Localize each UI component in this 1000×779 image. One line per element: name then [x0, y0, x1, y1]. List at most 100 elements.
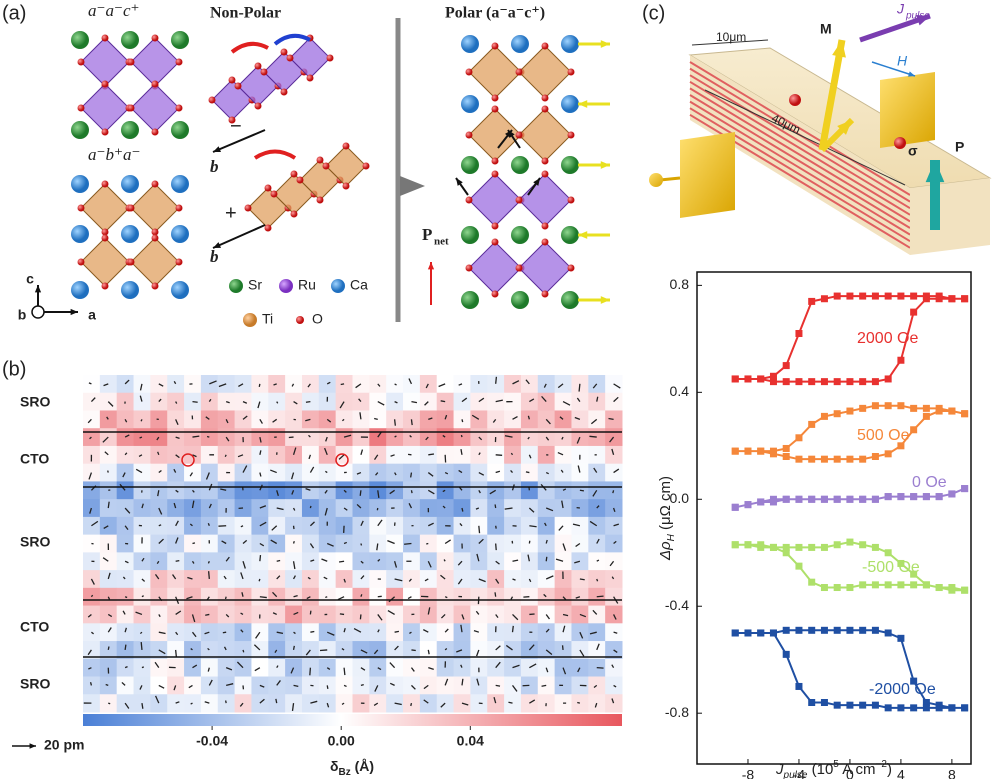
heatmap-cell — [588, 623, 606, 642]
displacement-arrow — [495, 684, 501, 687]
heatmap-cell — [200, 428, 219, 447]
displacement-arrow — [337, 596, 345, 601]
displacement-arrow — [89, 507, 93, 514]
displacement-arrow — [343, 507, 348, 511]
data-point — [846, 701, 854, 709]
displacement-arrow — [124, 627, 128, 633]
atom — [260, 68, 268, 76]
displacement-arrow — [324, 470, 328, 474]
data-point — [757, 447, 765, 455]
atom — [290, 170, 298, 178]
displacement-arrow — [545, 436, 550, 441]
displacement-arrow — [105, 683, 109, 687]
heatmap-cell — [184, 410, 202, 429]
displacement-arrow — [575, 542, 581, 548]
heatmap-cell — [470, 375, 488, 394]
atom — [491, 157, 499, 165]
heatmap-cell — [99, 676, 118, 695]
data-point — [897, 442, 905, 450]
data-point — [884, 493, 892, 501]
heatmap-cell — [470, 676, 488, 695]
data-point — [948, 295, 956, 303]
heatmap-cell — [83, 605, 101, 624]
x-tick-label: -8 — [742, 767, 755, 779]
data-point — [731, 503, 739, 511]
heatmap-cell — [537, 676, 556, 695]
displacement-arrow — [225, 667, 233, 671]
displacement-arrow — [308, 434, 311, 438]
displacement-arrow — [258, 383, 261, 387]
displacement-arrow — [107, 627, 112, 633]
octahedron — [130, 183, 180, 233]
displacement-arrow — [592, 383, 598, 389]
data-point — [795, 562, 803, 570]
heatmap-cell — [99, 445, 118, 465]
displacement-arrow — [596, 578, 599, 582]
data-point — [744, 447, 752, 455]
atom — [362, 162, 370, 170]
data-point — [884, 450, 892, 458]
heatmap-cell — [453, 658, 471, 678]
displacement-arrow — [461, 614, 465, 620]
displacement-arrow — [478, 489, 481, 494]
data-point — [744, 541, 752, 549]
displacement-arrow — [428, 417, 433, 420]
octahedron — [468, 45, 522, 99]
displacement-arrow — [259, 542, 265, 547]
displacement-arrow — [341, 418, 345, 422]
heatmap-cell — [217, 641, 236, 660]
heatmap-cell — [133, 516, 151, 536]
displacement-arrow — [338, 454, 345, 460]
data-point — [897, 356, 905, 364]
displacement-arrow — [240, 629, 244, 633]
data-point — [948, 407, 956, 415]
arrow-head — [908, 71, 915, 77]
displacement-arrow — [240, 525, 244, 528]
displacement-arrow — [394, 645, 399, 651]
arrow-head — [456, 178, 463, 186]
atom — [567, 68, 575, 76]
atom — [101, 282, 109, 290]
heatmap-cell — [133, 392, 151, 411]
displacement-arrow — [562, 543, 567, 551]
atom — [208, 96, 216, 104]
heatmap-cell — [99, 428, 118, 447]
heatmap-cell — [520, 534, 539, 553]
atom — [461, 291, 479, 309]
displacement-arrow — [139, 685, 143, 690]
data-point — [795, 682, 803, 690]
data-point — [731, 629, 739, 637]
data-point — [744, 629, 752, 637]
atom — [561, 226, 579, 244]
heatmap-cell — [487, 623, 505, 642]
heatmap-cell — [133, 499, 151, 518]
displacement-arrow — [428, 453, 435, 456]
displacement-arrow — [545, 667, 549, 673]
heatmap-cell — [301, 570, 320, 589]
displacement-arrow — [596, 538, 600, 544]
displacement-arrow — [309, 543, 315, 549]
displacement-arrow — [478, 578, 486, 583]
displacement-arrow — [154, 695, 160, 704]
layer-label: SRO — [20, 676, 50, 692]
displacement-arrow — [121, 681, 126, 686]
heatmap-cell — [487, 694, 505, 713]
colorbar-tick-label: 0.00 — [328, 733, 355, 749]
displacement-arrow — [562, 667, 567, 675]
axis-label: c — [26, 271, 34, 287]
displacement-arrow — [360, 543, 363, 546]
displacement-arrow — [461, 419, 464, 423]
heatmap-cell — [335, 375, 353, 394]
heatmap-cell — [571, 392, 589, 411]
displacement-arrow — [440, 400, 446, 403]
atom — [127, 258, 135, 266]
displacement-arrow — [560, 469, 564, 473]
heatmap-cell — [436, 410, 455, 429]
displacement-arrow — [512, 416, 518, 420]
data-point — [884, 704, 892, 712]
heatmap-cell — [571, 410, 589, 429]
heatmap-cell — [83, 428, 101, 447]
heatmap-cell — [285, 641, 303, 660]
heatmap-cell — [588, 676, 606, 695]
